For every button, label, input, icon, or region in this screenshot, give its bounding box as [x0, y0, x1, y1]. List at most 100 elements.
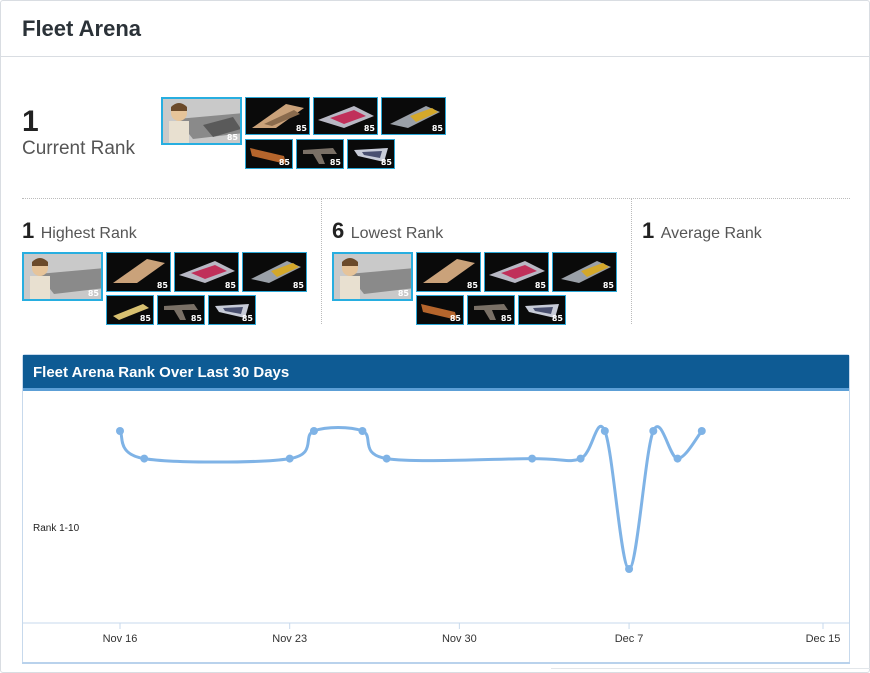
data-point: [140, 454, 149, 463]
data-point: [625, 565, 634, 573]
ship-icon: [179, 261, 235, 283]
ship-icon: [489, 261, 545, 283]
ship-slot-2[interactable]: 85: [313, 97, 378, 135]
section-divider: [22, 198, 850, 199]
x-tick-label: Dec 7: [615, 633, 644, 645]
reinforcement-slot-2[interactable]: 85: [467, 295, 515, 325]
rank-line-chart[interactable]: Nov 16 Nov 23 Nov 30 Dec 7 Dec 15 Rank 1-10: [23, 393, 849, 663]
capital-ship-portrait[interactable]: 85: [22, 252, 103, 301]
ship-level: 85: [278, 158, 290, 167]
current-rank-value: 1: [22, 105, 39, 138]
ship-icon: [164, 304, 198, 320]
ship-icon: [423, 259, 475, 283]
x-tick-label: Nov 16: [103, 633, 138, 645]
ship-level: 85: [224, 281, 236, 290]
ship-level: 85: [226, 133, 238, 142]
ship-level: 85: [380, 158, 392, 167]
ship-level: 85: [500, 314, 512, 323]
capital-ship-portrait[interactable]: 85: [332, 252, 413, 301]
ship-level: 85: [292, 281, 304, 290]
y-axis-label: Rank 1-10: [33, 523, 80, 534]
data-point: [600, 427, 609, 435]
x-tick-label: Dec 15: [806, 633, 841, 645]
capital-ship-portrait[interactable]: 85: [161, 97, 242, 145]
ship-level: 85: [139, 314, 151, 323]
data-point: [116, 427, 124, 435]
ship-level: 85: [295, 124, 307, 133]
ship-icon: [354, 148, 388, 162]
data-point: [309, 427, 318, 435]
chart-title: Fleet Arena Rank Over Last 30 Days: [33, 364, 290, 381]
highest-rank-label: Highest Rank: [40, 225, 137, 242]
reinforcement-slot-2[interactable]: 85: [157, 295, 205, 325]
reinforcement-slot-2[interactable]: 85: [296, 139, 344, 169]
ship-level: 85: [466, 281, 478, 290]
reinforcement-slot-3[interactable]: 85: [347, 139, 395, 169]
ship-icon: [113, 259, 165, 283]
highest-rank-stat: 1 Highest Rank: [22, 218, 137, 244]
capital-ship-icon: [163, 99, 240, 143]
data-point: [649, 427, 658, 435]
ship-icon: [474, 304, 508, 320]
ship-icon: [215, 304, 249, 318]
data-point: [576, 454, 585, 463]
column-divider: [631, 199, 632, 324]
data-point: [697, 427, 706, 435]
series-line: [118, 425, 703, 571]
footer-divider: [551, 668, 870, 669]
ship-slot-1[interactable]: 85: [245, 97, 310, 135]
reinforcement-slot-3[interactable]: 85: [208, 295, 256, 325]
ship-icon: [303, 148, 337, 164]
ship-slot-2[interactable]: 85: [484, 252, 549, 292]
ship-icon: [561, 261, 611, 283]
ship-level: 85: [551, 314, 563, 323]
average-rank-stat: 1 Average Rank: [642, 218, 762, 244]
ship-level: 85: [156, 281, 168, 290]
ship-level: 85: [431, 124, 443, 133]
x-tick-label: Nov 30: [442, 633, 477, 645]
ship-slot-1[interactable]: 85: [106, 252, 171, 292]
reinforcement-slot-1[interactable]: 85: [106, 295, 154, 325]
ship-level: 85: [241, 314, 253, 323]
average-rank-value: 1: [642, 218, 655, 243]
ship-icon: [250, 148, 286, 164]
ship-icon: [251, 261, 301, 283]
ship-slot-1[interactable]: 85: [416, 252, 481, 292]
current-rank-label: Current Rank: [22, 138, 135, 159]
x-tick-label: Nov 23: [272, 633, 307, 645]
lowest-rank-stat: 6 Lowest Rank: [332, 218, 443, 244]
ship-level: 85: [534, 281, 546, 290]
panel-bottom-border: [22, 662, 850, 664]
ship-level: 85: [87, 289, 99, 298]
ship-level: 85: [397, 289, 409, 298]
ship-level: 85: [329, 158, 341, 167]
ship-slot-3[interactable]: 85: [381, 97, 446, 135]
card-header: Fleet Arena: [1, 1, 869, 57]
ship-level: 85: [449, 314, 461, 323]
ship-slot-3[interactable]: 85: [552, 252, 617, 292]
reinforcement-slot-1[interactable]: 85: [245, 139, 293, 169]
reinforcement-slot-3[interactable]: 85: [518, 295, 566, 325]
column-divider: [321, 199, 322, 324]
data-point: [358, 427, 367, 435]
ship-icon: [421, 304, 457, 320]
ship-icon: [390, 106, 440, 128]
data-point: [285, 454, 294, 463]
data-point: [528, 454, 537, 463]
ship-icon: [525, 304, 559, 318]
lowest-rank-label: Lowest Rank: [350, 225, 444, 242]
ship-level: 85: [602, 281, 614, 290]
capital-ship-icon: [334, 254, 411, 299]
reinforcement-slot-1[interactable]: 85: [416, 295, 464, 325]
highest-rank-value: 1: [22, 218, 35, 243]
capital-ship-icon: [24, 254, 101, 299]
ship-icon: [113, 304, 149, 320]
ship-icon: [252, 104, 304, 128]
ship-slot-3[interactable]: 85: [242, 252, 307, 292]
ship-slot-2[interactable]: 85: [174, 252, 239, 292]
page-title: Fleet Arena: [22, 16, 142, 41]
ship-level: 85: [190, 314, 202, 323]
data-point: [673, 454, 682, 463]
chart-header: Fleet Arena Rank Over Last 30 Days: [23, 355, 849, 391]
